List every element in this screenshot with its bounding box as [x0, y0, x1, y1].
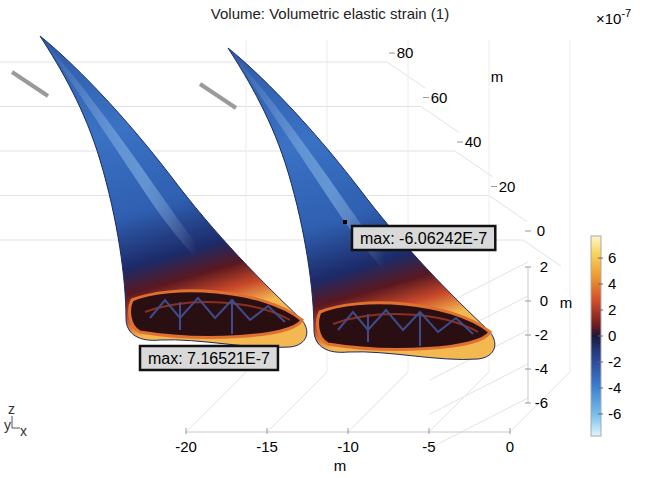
grid-line	[455, 151, 493, 177]
annotation-text: max: -6.06242E-7	[360, 230, 487, 247]
colorbar-tick	[598, 284, 603, 285]
triad-label: y	[4, 417, 11, 433]
colorbar-tick-label: 2	[608, 301, 616, 318]
x-axis-title: m	[334, 457, 347, 474]
blade-spar	[333, 314, 478, 332]
axes: -20-15-10-50m020406080m20-2-4-6m	[175, 44, 572, 474]
y-tick	[389, 53, 395, 54]
grid-line	[421, 107, 459, 133]
triad-line	[12, 416, 13, 428]
grid	[0, 40, 570, 448]
annotation: max: -6.06242E-7	[343, 220, 495, 250]
grid-line	[0, 195, 489, 196]
title: Volume: Volumetric elastic strain (1)	[211, 5, 449, 22]
x-tick	[348, 428, 349, 434]
colorbar-tick	[598, 361, 603, 362]
annotation: max: 7.16521E-7	[140, 346, 278, 370]
triad-label: z	[8, 401, 15, 417]
x-tick	[429, 428, 430, 434]
blade-truss	[338, 310, 473, 334]
colorbar-tick-label: 6	[608, 249, 616, 266]
blade	[200, 48, 495, 359]
grid-line	[387, 62, 425, 88]
z-tick-label: -4	[535, 360, 548, 377]
x-tick	[267, 428, 268, 434]
blade-root	[130, 291, 302, 337]
z-tick-label: 2	[540, 258, 548, 275]
x-tick	[510, 428, 511, 434]
colorbar-tick-label: -2	[608, 353, 621, 370]
z-tick	[525, 301, 531, 302]
grid-line	[570, 40, 571, 372]
colorbar-tick-label: 4	[608, 275, 616, 292]
z-tick	[525, 267, 531, 268]
z-tick	[525, 335, 531, 336]
x-tick	[186, 428, 187, 434]
z-axis-title: m	[560, 294, 573, 311]
blade-web	[368, 312, 420, 346]
grid-line	[510, 372, 570, 432]
z-tick-label: -2	[535, 326, 548, 343]
annotation-text: max: 7.16521E-7	[148, 350, 270, 367]
scale-exponent: -7	[621, 7, 631, 19]
scale-base: ×10	[596, 10, 621, 27]
colorbar-tick	[598, 387, 603, 388]
y-axis-title: m	[491, 68, 504, 85]
z-tick	[525, 403, 531, 404]
grid-line	[489, 40, 490, 372]
x-tick-label: -20	[175, 438, 197, 455]
blade-web	[180, 300, 232, 334]
colorbar-scale-label: ×10-7	[596, 7, 631, 27]
triad-line	[12, 428, 20, 429]
y-tick-label: 80	[397, 44, 414, 61]
blade-highlight	[232, 54, 450, 322]
colorbar-tick	[598, 336, 603, 337]
blade-rod	[12, 72, 48, 96]
y-tick	[423, 97, 429, 98]
colorbar-tick-label: 0	[608, 327, 616, 344]
blade-root	[318, 303, 490, 349]
y-tick-label: 60	[431, 89, 448, 106]
colorbar-tick	[598, 310, 603, 311]
triad-label: x	[20, 423, 27, 439]
chart-root: -20-15-10-50m020406080m20-2-4-6mVolume: …	[0, 0, 653, 478]
blade-surface	[228, 48, 495, 359]
chart: -20-15-10-50m020406080m20-2-4-6mVolume: …	[0, 0, 653, 478]
grid-line	[489, 196, 527, 222]
grid-line	[186, 372, 246, 432]
z-tick-label: 0	[540, 292, 548, 309]
blade-spar	[145, 302, 290, 320]
blade-highlight	[44, 42, 262, 310]
y-tick-label: 20	[499, 178, 516, 195]
z-tick-label: -6	[535, 394, 548, 411]
colorbar: 6 4 2 0 -2 -4 -6 ×10-7	[591, 7, 631, 436]
y-tick	[491, 186, 497, 187]
grid-line	[348, 372, 408, 432]
grid-line	[0, 106, 421, 107]
colorbar-tick-label: -6	[608, 405, 621, 422]
colorbar-tick	[598, 413, 603, 414]
x-tick-label: -10	[337, 438, 359, 455]
annotation-box	[352, 226, 495, 250]
y-tick	[457, 142, 463, 143]
y-tick	[525, 231, 531, 232]
annotations: max: -6.06242E-7 max: 7.16521E-7	[140, 220, 495, 370]
x-tick-label: -5	[422, 438, 435, 455]
grid-line	[430, 364, 528, 414]
z-tick	[525, 369, 531, 370]
grid-line	[0, 151, 455, 152]
annotation-box	[140, 346, 278, 370]
annotation-point	[343, 220, 347, 224]
blade-truss	[150, 298, 285, 322]
x-tick-label: 0	[506, 438, 514, 455]
colorbar-tick	[598, 258, 603, 259]
axis-triad: zyx	[4, 401, 27, 439]
blade-rod	[200, 84, 236, 108]
grid-line	[267, 372, 327, 432]
colorbar-tick-label: -4	[608, 379, 621, 396]
y-tick-label: 40	[465, 133, 482, 150]
y-tick-label: 0	[537, 222, 545, 239]
x-tick-label: -15	[256, 438, 278, 455]
